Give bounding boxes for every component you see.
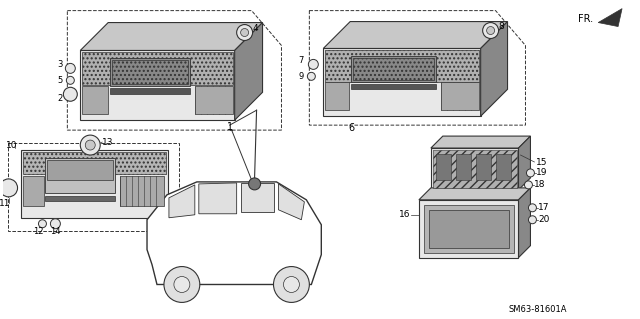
- Circle shape: [486, 26, 495, 34]
- Bar: [112, 60, 188, 84]
- Text: SM63-81601A: SM63-81601A: [509, 305, 567, 314]
- Text: 11: 11: [0, 199, 10, 208]
- Bar: [325, 82, 349, 110]
- Circle shape: [308, 59, 318, 69]
- Circle shape: [527, 169, 534, 177]
- Polygon shape: [147, 182, 321, 285]
- Bar: [424, 205, 513, 253]
- Bar: [120, 176, 164, 206]
- Text: 4: 4: [253, 24, 258, 33]
- Bar: [351, 84, 436, 89]
- Polygon shape: [278, 184, 305, 220]
- Text: 20: 20: [538, 215, 550, 224]
- Polygon shape: [598, 9, 622, 26]
- Circle shape: [38, 220, 47, 228]
- Bar: [20, 150, 168, 218]
- Bar: [325, 50, 479, 82]
- Text: 14: 14: [50, 227, 61, 236]
- Text: 7: 7: [299, 56, 304, 65]
- Polygon shape: [518, 136, 531, 190]
- Polygon shape: [431, 148, 518, 190]
- Bar: [429, 210, 509, 248]
- Text: 13: 13: [102, 137, 114, 146]
- Text: 3: 3: [58, 60, 63, 69]
- Circle shape: [67, 76, 74, 84]
- Text: 1: 1: [227, 122, 233, 132]
- Circle shape: [80, 135, 100, 155]
- Bar: [419, 200, 518, 258]
- Text: 5: 5: [58, 76, 63, 85]
- Bar: [83, 86, 108, 114]
- Polygon shape: [80, 23, 262, 50]
- Polygon shape: [419, 188, 531, 200]
- Circle shape: [51, 219, 60, 229]
- Text: 15: 15: [536, 159, 548, 167]
- Bar: [8, 143, 179, 231]
- Circle shape: [248, 178, 260, 190]
- Polygon shape: [481, 22, 508, 116]
- Bar: [22, 152, 166, 174]
- Bar: [476, 154, 491, 180]
- Text: FR.: FR.: [579, 14, 593, 24]
- Bar: [195, 86, 233, 114]
- Bar: [456, 154, 470, 180]
- Circle shape: [65, 63, 76, 73]
- Bar: [433, 150, 516, 188]
- Bar: [110, 58, 190, 86]
- Polygon shape: [199, 183, 237, 214]
- Text: 10: 10: [6, 141, 17, 150]
- Text: 18: 18: [534, 181, 546, 189]
- Text: 17: 17: [538, 203, 550, 212]
- Bar: [22, 176, 44, 206]
- Bar: [47, 160, 113, 180]
- Circle shape: [174, 277, 190, 293]
- Polygon shape: [241, 183, 275, 212]
- Circle shape: [524, 181, 532, 189]
- Circle shape: [164, 267, 200, 302]
- Bar: [436, 154, 451, 180]
- Polygon shape: [431, 136, 531, 148]
- Circle shape: [483, 23, 499, 39]
- Bar: [80, 50, 235, 120]
- Text: 19: 19: [536, 168, 548, 177]
- Text: 12: 12: [33, 227, 44, 236]
- Circle shape: [273, 267, 309, 302]
- Circle shape: [0, 179, 17, 197]
- Bar: [45, 196, 115, 201]
- Text: 8: 8: [499, 22, 504, 31]
- Circle shape: [241, 28, 248, 36]
- Bar: [83, 52, 233, 85]
- Circle shape: [307, 72, 316, 80]
- Bar: [441, 82, 479, 110]
- Bar: [351, 56, 436, 82]
- Bar: [353, 58, 434, 80]
- Circle shape: [529, 216, 536, 224]
- Bar: [495, 154, 511, 180]
- Polygon shape: [169, 185, 195, 218]
- Circle shape: [237, 25, 253, 41]
- Circle shape: [63, 87, 77, 101]
- Text: 16: 16: [399, 210, 411, 219]
- Text: 2: 2: [58, 94, 63, 103]
- Circle shape: [529, 204, 536, 212]
- Polygon shape: [518, 188, 531, 258]
- Circle shape: [284, 277, 300, 293]
- Text: 9: 9: [299, 72, 304, 81]
- Bar: [110, 88, 190, 94]
- Bar: [323, 48, 481, 116]
- Circle shape: [85, 140, 95, 150]
- Text: 6: 6: [348, 123, 355, 133]
- Polygon shape: [235, 23, 262, 120]
- Bar: [45, 158, 115, 193]
- Polygon shape: [323, 22, 508, 48]
